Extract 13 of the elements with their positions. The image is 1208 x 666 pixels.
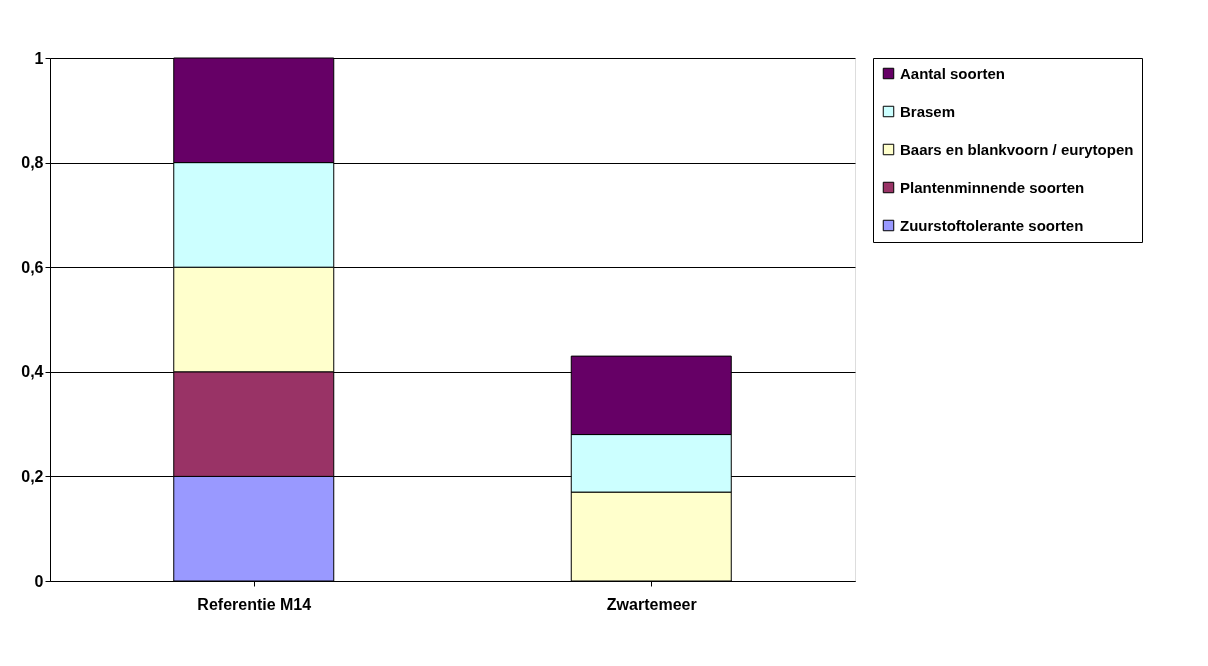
y-tick-label: 0,6 bbox=[21, 258, 44, 276]
legend-label: Plantenminnende soorten bbox=[900, 178, 1085, 196]
y-tick-label: 1 bbox=[34, 49, 44, 67]
legend-label: Baars en blankvoorn / eurytopen bbox=[900, 140, 1134, 158]
x-tick-label: Referentie M14 bbox=[197, 595, 312, 613]
y-tick-label: 0,2 bbox=[21, 467, 44, 485]
legend-label: Zuurstoftolerante soorten bbox=[900, 216, 1084, 234]
legend-label: Brasem bbox=[900, 102, 956, 120]
y-tick-label: 0,4 bbox=[21, 363, 44, 381]
x-tick-label: Zwartemeer bbox=[606, 595, 697, 613]
y-tick-label: 0,8 bbox=[21, 154, 44, 172]
y-tick-label: 0 bbox=[34, 572, 44, 590]
legend-label: Aantal soorten bbox=[900, 64, 1006, 82]
